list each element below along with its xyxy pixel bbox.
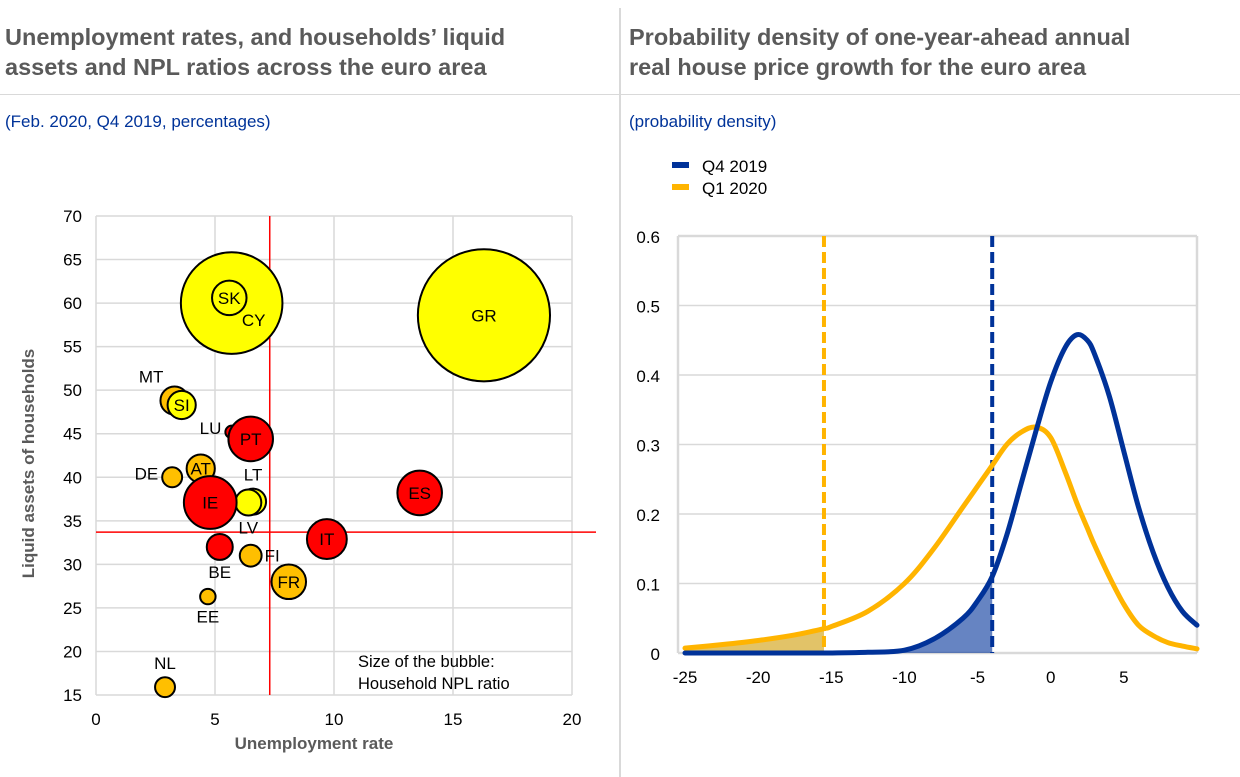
y-tick-label: 55 (63, 338, 82, 357)
left-title-line1: Unemployment rates, and households’ liqu… (5, 24, 506, 50)
bubble-pt (227, 415, 274, 463)
bubble-size-note-line2: Household NPL ratio (358, 675, 510, 693)
right-title-line2: real house price growth for the euro are… (629, 54, 1087, 80)
bubble-label-fr: FR (277, 573, 300, 592)
bubble-label-fi: FI (265, 547, 280, 566)
bubble-es (396, 469, 443, 517)
panel-divider (619, 8, 621, 777)
bubble-lv (234, 488, 263, 517)
x-axis-label: Unemployment rate (235, 734, 394, 753)
bubble-gr (416, 248, 552, 383)
bubble-label-si: SI (174, 396, 190, 415)
bubble-fr (270, 563, 308, 601)
y-tick-label: 65 (63, 251, 82, 270)
bubble-label-sk: SK (218, 289, 241, 308)
y-tick-label: 30 (63, 555, 82, 574)
bubble-size-note-line1: Size of the bubble: (358, 653, 495, 671)
x-tick-label: 20 (563, 710, 582, 729)
left-chart-subtitle: (Feb. 2020, Q4 2019, percentages) (5, 112, 271, 131)
bubble-label-at: AT (190, 460, 210, 479)
right-panel: Probability density of one-year-ahead an… (621, 0, 1240, 777)
x-tick-label: 15 (444, 710, 463, 729)
bubble-nl (154, 676, 176, 699)
y-tick-label: 20 (63, 642, 82, 661)
bubble-it (305, 518, 348, 561)
bubble-de (161, 466, 184, 489)
bubble-label-lt: LT (244, 466, 263, 485)
bubble-label-cy: CY (242, 311, 266, 330)
right-chart-subtitle: (probability density) (629, 112, 777, 131)
bubble-label-de: DE (135, 464, 159, 483)
bubble-fi (238, 543, 263, 568)
bubble-ie (182, 475, 238, 530)
bubble-label-be: BE (208, 563, 231, 582)
bubble-label-nl: NL (154, 654, 176, 673)
x-tick-label: 5 (210, 710, 219, 729)
y-tick-label: 45 (63, 425, 82, 444)
right-chart-title: Probability density of one-year-ahead an… (629, 22, 1130, 82)
bubble-ee (199, 587, 217, 606)
bubble-label-ee: EE (197, 607, 220, 626)
right-title-line1: Probability density of one-year-ahead an… (629, 24, 1131, 50)
bubble-label-gr: GR (471, 306, 497, 325)
bubble-si (166, 389, 197, 421)
y-tick-label: 25 (63, 599, 82, 618)
bubble-label-pt: PT (240, 430, 262, 449)
x-tick-label: 0 (91, 710, 100, 729)
bubble-label-lu: LU (200, 419, 222, 438)
y-tick-label: 60 (63, 294, 82, 313)
bubble-sk (211, 279, 248, 317)
bubble-be (205, 532, 234, 561)
y-tick-label: 70 (63, 207, 82, 226)
y-tick-label: 15 (63, 686, 82, 705)
bubble-chart: 15 20 25 30 35 40 45 50 55 60 65 70 0 5 10 15 20 Unemploy… (19, 207, 596, 753)
left-title-line2: assets and NPL ratios across the euro ar… (5, 54, 487, 80)
bubble-label-lv: LV (239, 519, 259, 538)
y-tick-label: 50 (63, 381, 82, 400)
bubble-label-it: IT (319, 530, 334, 549)
bubble-label-mt: MT (139, 368, 164, 387)
y-tick-label: 40 (63, 468, 82, 487)
x-tick-label: 10 (325, 710, 344, 729)
left-title-divider (0, 94, 619, 95)
right-title-divider (621, 94, 1240, 95)
left-panel: Unemployment rates, and households’ liqu… (0, 0, 619, 777)
y-tick-label: 35 (63, 512, 82, 531)
bubble-label-es: ES (408, 484, 431, 503)
bubble-label-ie: IE (202, 494, 218, 513)
left-chart-title: Unemployment rates, and households’ liqu… (5, 22, 505, 82)
y-axis-label: Liquid assets of households (19, 349, 38, 579)
